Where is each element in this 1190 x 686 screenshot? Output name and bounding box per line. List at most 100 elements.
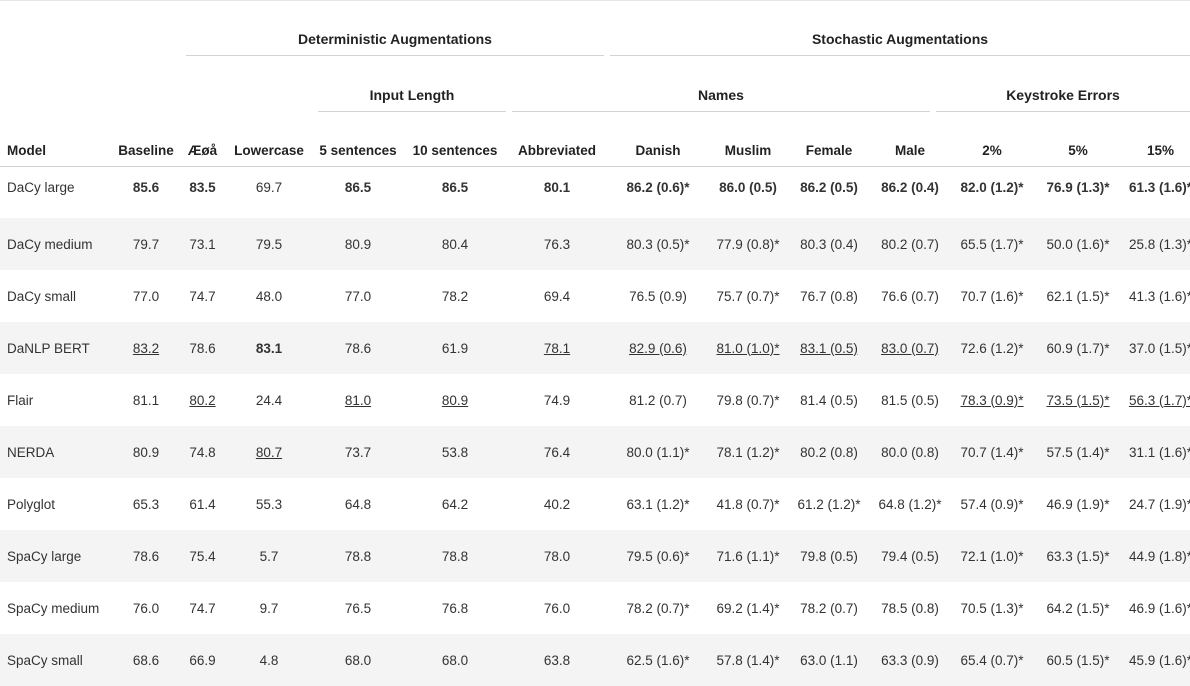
score-cell: 80.7 — [225, 426, 313, 478]
score-cell: 63.0 (1.1) — [787, 634, 871, 686]
score-cell: 85.6 — [112, 167, 180, 219]
score-cell: 72.6 (1.2)* — [949, 322, 1035, 374]
score-cell: 37.0 (1.5)* — [1121, 322, 1190, 374]
column-header: 2% — [949, 135, 1035, 167]
score-cell: 76.7 (0.8) — [787, 270, 871, 322]
score-cell: 9.7 — [225, 582, 313, 634]
column-header: Male — [871, 135, 949, 167]
score-cell: 74.8 — [180, 426, 225, 478]
score-cell: 86.0 (0.5) — [709, 167, 787, 219]
model-name-cell: DaNLP BERT — [0, 322, 112, 374]
score-cell: 82.9 (0.6) — [607, 322, 709, 374]
score-cell: 64.2 (1.5)* — [1035, 582, 1121, 634]
score-cell: 44.9 (1.8)* — [1121, 530, 1190, 582]
score-cell: 80.2 — [180, 374, 225, 426]
score-cell: 68.0 — [313, 634, 403, 686]
score-cell: 77.0 — [313, 270, 403, 322]
score-cell: 86.5 — [403, 167, 507, 219]
column-header: Baseline — [112, 135, 180, 167]
score-cell: 76.0 — [507, 582, 607, 634]
score-cell: 63.1 (1.2)* — [607, 478, 709, 530]
score-cell: 55.3 — [225, 478, 313, 530]
group-rule-stochastic — [610, 55, 1190, 56]
group-header-names: Names — [512, 87, 930, 103]
score-cell: 78.2 (0.7) — [787, 582, 871, 634]
score-cell: 78.6 — [112, 530, 180, 582]
score-cell: 62.5 (1.6)* — [607, 634, 709, 686]
score-cell: 57.5 (1.4)* — [1035, 426, 1121, 478]
score-cell: 80.9 — [313, 218, 403, 270]
score-cell: 46.9 (1.6)* — [1121, 582, 1190, 634]
score-cell: 79.4 (0.5) — [871, 530, 949, 582]
score-cell: 75.4 — [180, 530, 225, 582]
score-cell: 41.8 (0.7)* — [709, 478, 787, 530]
score-cell: 79.8 (0.5) — [787, 530, 871, 582]
model-name-cell: Flair — [0, 374, 112, 426]
score-cell: 69.4 — [507, 270, 607, 322]
score-cell: 48.0 — [225, 270, 313, 322]
score-cell: 81.4 (0.5) — [787, 374, 871, 426]
score-cell: 60.9 (1.7)* — [1035, 322, 1121, 374]
column-header: Æøå — [180, 135, 225, 167]
column-header: Model — [0, 135, 112, 167]
score-cell: 78.1 — [507, 322, 607, 374]
score-cell: 78.8 — [403, 530, 507, 582]
score-cell: 76.9 (1.3)* — [1035, 167, 1121, 219]
score-cell: 63.8 — [507, 634, 607, 686]
score-cell: 80.1 — [507, 167, 607, 219]
model-name-cell: SpaCy large — [0, 530, 112, 582]
model-name-cell: SpaCy medium — [0, 582, 112, 634]
score-cell: 80.0 (0.8) — [871, 426, 949, 478]
group-header-keystroke-errors: Keystroke Errors — [936, 87, 1190, 103]
score-cell: 46.9 (1.9)* — [1035, 478, 1121, 530]
score-cell: 86.2 (0.6)* — [607, 167, 709, 219]
column-header: 5% — [1035, 135, 1121, 167]
score-cell: 80.3 (0.4) — [787, 218, 871, 270]
score-cell: 74.7 — [180, 582, 225, 634]
score-cell: 73.7 — [313, 426, 403, 478]
score-cell: 74.9 — [507, 374, 607, 426]
column-header: Danish — [607, 135, 709, 167]
score-cell: 4.8 — [225, 634, 313, 686]
score-cell: 69.7 — [225, 167, 313, 219]
score-cell: 86.2 (0.5) — [787, 167, 871, 219]
score-cell: 61.2 (1.2)* — [787, 478, 871, 530]
score-cell: 77.9 (0.8)* — [709, 218, 787, 270]
score-cell: 81.0 (1.0)* — [709, 322, 787, 374]
score-cell: 79.5 — [225, 218, 313, 270]
model-name-cell: NERDA — [0, 426, 112, 478]
score-cell: 82.0 (1.2)* — [949, 167, 1035, 219]
score-cell: 76.5 — [313, 582, 403, 634]
group-rule-names — [512, 111, 930, 112]
score-cell: 80.2 (0.7) — [871, 218, 949, 270]
score-cell: 83.1 — [225, 322, 313, 374]
score-cell: 61.4 — [180, 478, 225, 530]
top-border — [0, 0, 1190, 1]
score-cell: 81.5 (0.5) — [871, 374, 949, 426]
score-cell: 73.5 (1.5)* — [1035, 374, 1121, 426]
score-cell: 40.2 — [507, 478, 607, 530]
score-cell: 78.0 — [507, 530, 607, 582]
score-cell: 64.8 (1.2)* — [871, 478, 949, 530]
score-cell: 70.5 (1.3)* — [949, 582, 1035, 634]
score-cell: 80.3 (0.5)* — [607, 218, 709, 270]
score-cell: 76.3 — [507, 218, 607, 270]
score-cell: 79.8 (0.7)* — [709, 374, 787, 426]
score-cell: 78.3 (0.9)* — [949, 374, 1035, 426]
score-cell: 31.1 (1.6)* — [1121, 426, 1190, 478]
column-header: 10 sentences — [403, 135, 507, 167]
score-cell: 76.4 — [507, 426, 607, 478]
column-header: 15% — [1121, 135, 1190, 167]
model-name-cell: DaCy medium — [0, 218, 112, 270]
group-rule-deterministic — [186, 55, 604, 56]
